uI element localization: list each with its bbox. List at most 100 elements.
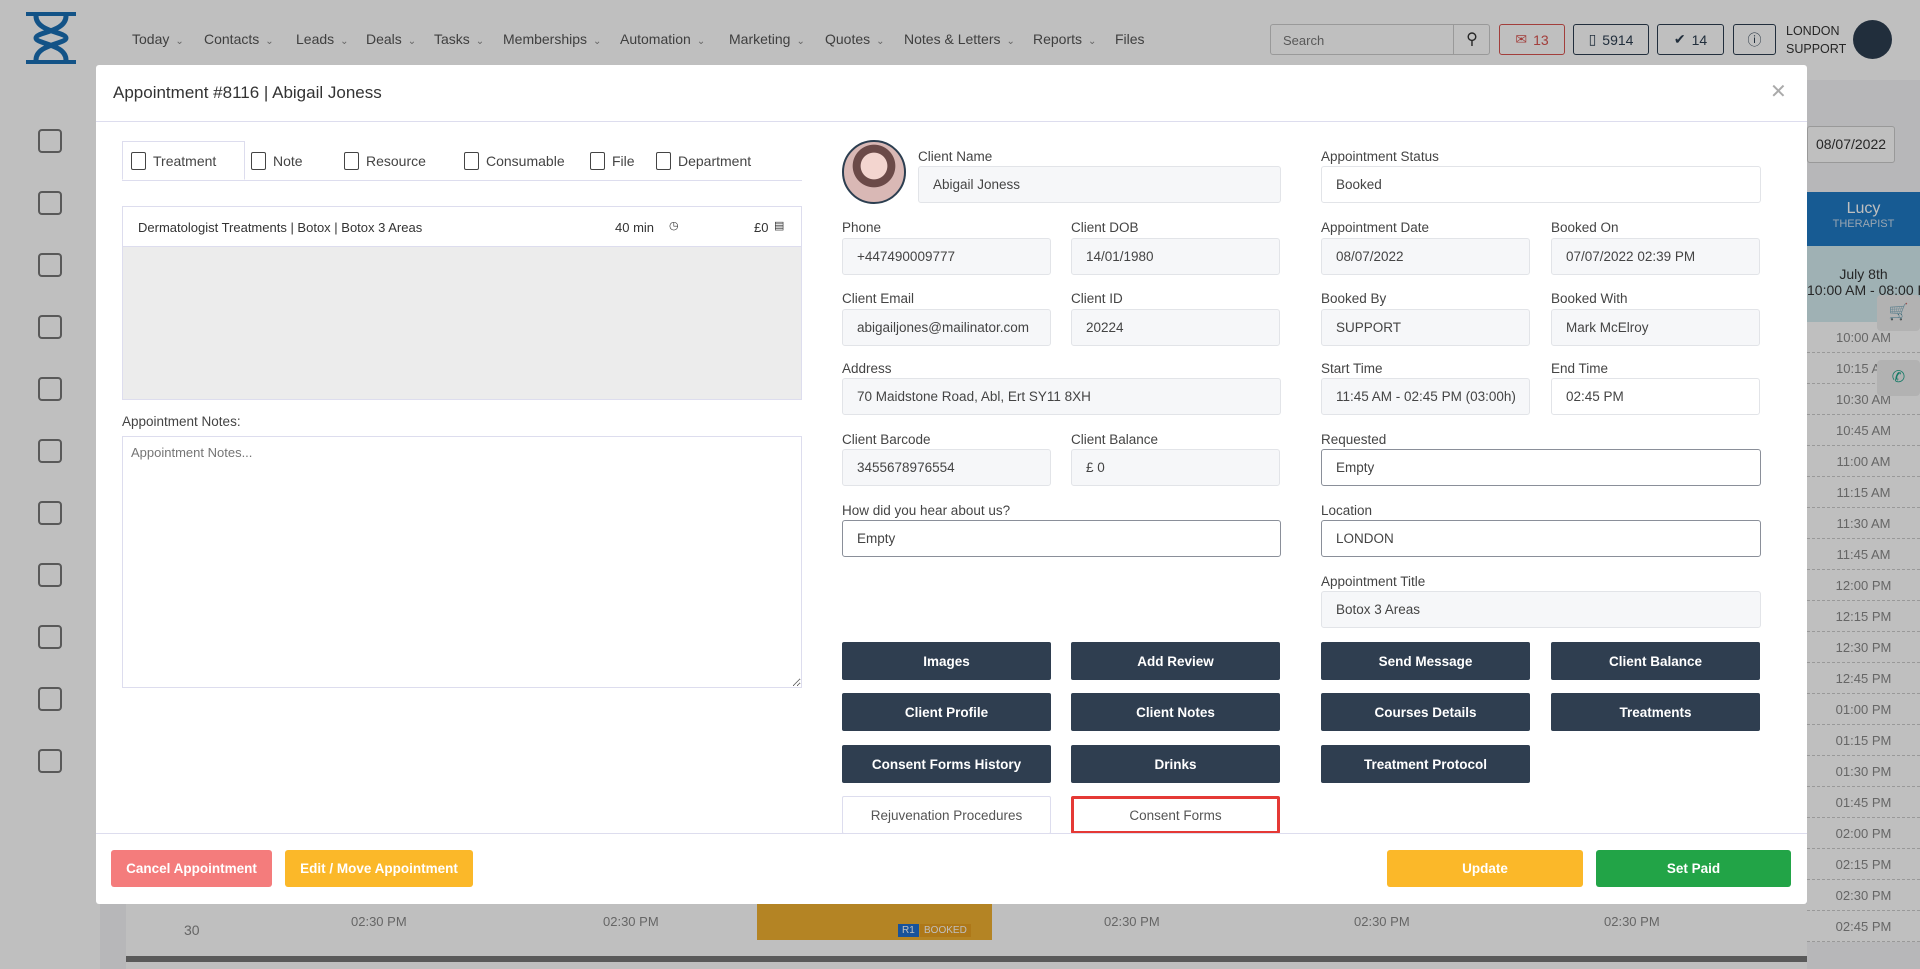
logo-hourglass-icon[interactable] (26, 12, 76, 64)
search-icon[interactable]: ⚲ (1453, 25, 1490, 54)
date-picker[interactable]: 08/07/2022 (1807, 126, 1895, 163)
tasks-button[interactable]: ✔ 14 (1657, 24, 1724, 55)
nav-contacts[interactable]: Contacts ⌄ (204, 31, 274, 47)
time-slot[interactable]: 01:15 PM (1807, 725, 1920, 756)
send-messagebutton[interactable]: Send Message (1321, 642, 1530, 680)
sidebar-user-circle-icon[interactable] (38, 687, 62, 711)
barcode-field[interactable]: 3455678976554 (842, 449, 1051, 486)
cart-icon[interactable]: 🛒 (1877, 295, 1920, 331)
dob-field[interactable]: 14/01/1980 (1071, 238, 1280, 275)
time-slot[interactable]: 12:15 PM (1807, 601, 1920, 632)
time-slot[interactable]: 11:15 AM (1807, 477, 1920, 508)
sms-button[interactable]: ▯ 5914 (1573, 24, 1649, 55)
whatsapp-icon[interactable]: ✆ (1877, 360, 1920, 396)
time-slot[interactable]: 01:45 PM (1807, 787, 1920, 818)
treatmentsbutton[interactable]: Treatments (1551, 693, 1760, 731)
client-id-field[interactable]: 20224 (1071, 309, 1280, 346)
user-label[interactable]: LONDON SUPPORT (1786, 24, 1847, 56)
treatment-protocolbutton[interactable]: Treatment Protocol (1321, 745, 1530, 783)
nav-deals[interactable]: Deals ⌄ (366, 31, 417, 47)
end-field[interactable]: 02:45 PM (1551, 378, 1760, 415)
phone-field[interactable]: +447490009777 (842, 238, 1051, 275)
appointment-notes-textarea[interactable] (122, 436, 802, 688)
sidebar-copy-icon[interactable] (38, 253, 62, 277)
time-slot[interactable]: 11:00 AM (1807, 446, 1920, 477)
client-name-field[interactable]: Abigail Joness (918, 166, 1281, 203)
tab-department[interactable]: Department (656, 141, 751, 180)
booked-by-field[interactable]: SUPPORT (1321, 309, 1530, 346)
booked-with-field[interactable]: Mark McElroy (1551, 309, 1760, 346)
time-slot[interactable]: 10:45 AM (1807, 415, 1920, 446)
requested-field[interactable]: Empty (1321, 449, 1761, 486)
address-field[interactable]: 70 Maidstone Road, Abl, Ert SY11 8XH (842, 378, 1281, 415)
email-field[interactable]: abigailjones@mailinator.com (842, 309, 1051, 346)
tab-resource[interactable]: Resource (344, 141, 426, 180)
consent-forms-historybutton[interactable]: Consent Forms History (842, 745, 1051, 783)
add-reviewbutton[interactable]: Add Review (1071, 642, 1280, 680)
time-slot[interactable]: 02:15 PM (1807, 849, 1920, 880)
client-balancebutton[interactable]: Client Balance (1551, 642, 1760, 680)
tab-file[interactable]: File (590, 141, 635, 180)
drinksbutton[interactable]: Drinks (1071, 745, 1280, 783)
appointment-block[interactable]: R1 BOOKED (757, 904, 992, 940)
start-field[interactable]: 11:45 AM - 02:45 PM (03:00h) (1321, 378, 1530, 415)
edit-move-appointment-button[interactable]: Edit / Move Appointment (285, 850, 473, 887)
time-slot[interactable]: 11:30 AM (1807, 508, 1920, 539)
time-slot[interactable]: 12:45 PM (1807, 663, 1920, 694)
horizontal-scrollbar[interactable] (126, 956, 1807, 962)
avatar[interactable] (1853, 20, 1892, 59)
sidebar-box-icon[interactable] (38, 191, 62, 215)
nav-quotes[interactable]: Quotes ⌄ (825, 31, 885, 47)
update-button[interactable]: Update (1387, 850, 1583, 887)
time-slot[interactable]: 12:30 PM (1807, 632, 1920, 663)
help-button[interactable]: ⓘ (1733, 24, 1776, 55)
imagesbutton[interactable]: Images (842, 642, 1051, 680)
appt-date-field[interactable]: 08/07/2022 (1321, 238, 1530, 275)
messages-button[interactable]: ✉ 13 (1499, 24, 1565, 55)
time-slot[interactable]: 10:30 AM (1807, 384, 1920, 415)
sidebar-camera-icon[interactable] (38, 315, 62, 339)
search-input[interactable]: Search ⚲ (1270, 24, 1490, 55)
nav-automation[interactable]: Automation ⌄ (620, 31, 706, 47)
sidebar-chart-icon[interactable] (38, 625, 62, 649)
sidebar-history-icon[interactable] (38, 377, 62, 401)
time-slot[interactable]: 02:00 PM (1807, 818, 1920, 849)
sidebar-cart-icon[interactable] (38, 501, 62, 525)
sidebar-gift-icon[interactable] (38, 439, 62, 463)
client-notesbutton[interactable]: Client Notes (1071, 693, 1280, 731)
time-slot[interactable]: 01:30 PM (1807, 756, 1920, 787)
courses-detailsbutton[interactable]: Courses Details (1321, 693, 1530, 731)
sidebar-calendar-icon[interactable] (38, 129, 62, 153)
status-field[interactable]: Booked (1321, 166, 1761, 203)
tab-treatment[interactable]: Treatment (122, 141, 245, 180)
treatment-row[interactable]: Dermatologist Treatments | Botox | Botox… (123, 207, 801, 247)
nav-memberships[interactable]: Memberships ⌄ (503, 31, 602, 47)
nav-notes-letters[interactable]: Notes & Letters ⌄ (904, 31, 1015, 47)
close-icon[interactable]: ✕ (1770, 81, 1787, 103)
cancel-appointment-button[interactable]: Cancel Appointment (111, 850, 272, 887)
heard-field[interactable]: Empty (842, 520, 1281, 557)
time-slot[interactable]: 12:00 PM (1807, 570, 1920, 601)
sidebar-tag-icon[interactable] (38, 563, 62, 587)
time-slot[interactable]: 01:00 PM (1807, 694, 1920, 725)
nav-tasks[interactable]: Tasks ⌄ (434, 31, 485, 47)
title-field[interactable]: Botox 3 Areas (1321, 591, 1761, 628)
tab-note[interactable]: Note (251, 141, 303, 180)
nav-leads[interactable]: Leads ⌄ (296, 31, 349, 47)
nav-reports[interactable]: Reports ⌄ (1033, 31, 1097, 47)
sidebar-lock-icon[interactable] (38, 749, 62, 773)
nav-marketing[interactable]: Marketing ⌄ (729, 31, 805, 47)
time-slot[interactable]: 02:45 PM (1807, 911, 1920, 942)
tab-consumable[interactable]: Consumable (464, 141, 565, 180)
rejuvenation-proceduresbutton[interactable]: Rejuvenation Procedures (842, 796, 1051, 834)
time-slot[interactable]: 11:45 AM (1807, 539, 1920, 570)
client-photo[interactable] (842, 140, 906, 204)
nav-today[interactable]: Today ⌄ (132, 31, 184, 47)
location-field[interactable]: LONDON (1321, 520, 1761, 557)
time-slot[interactable]: 02:30 PM (1807, 880, 1920, 911)
booked-on-field[interactable]: 07/07/2022 02:39 PM (1551, 238, 1760, 275)
consent-formsbutton[interactable]: Consent Forms (1071, 796, 1280, 834)
client-profilebutton[interactable]: Client Profile (842, 693, 1051, 731)
balance-field[interactable]: £ 0 (1071, 449, 1280, 486)
set-paid-button[interactable]: Set Paid (1596, 850, 1791, 887)
